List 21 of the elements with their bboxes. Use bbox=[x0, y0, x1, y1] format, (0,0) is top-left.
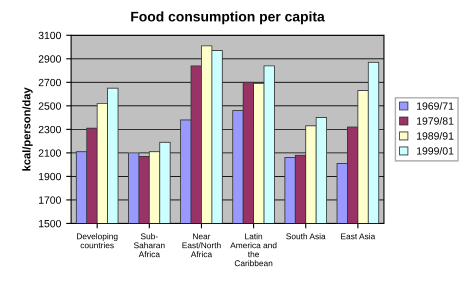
legend-label: 1989/91 bbox=[417, 132, 454, 140]
x-tick-label: Latin America and the Caribbean bbox=[230, 233, 276, 266]
legend-label: 1969/71 bbox=[417, 102, 454, 110]
y-tick-label: 2500 bbox=[38, 102, 61, 110]
x-tick-label: South Asia bbox=[286, 233, 326, 240]
legend-label: 1999/01 bbox=[417, 146, 454, 155]
legend-label: 1979/81 bbox=[417, 117, 454, 125]
x-tick-label: Sub- Saharan Africa bbox=[134, 233, 165, 258]
x-tick-label: East Asia bbox=[341, 233, 376, 240]
y-tick-label: 2300 bbox=[38, 126, 61, 134]
y-tick-label: 2900 bbox=[38, 55, 61, 63]
y-tick-label: 1900 bbox=[39, 172, 61, 180]
y-tick-label: 1700 bbox=[39, 196, 61, 204]
x-tick-label: Developing countries bbox=[77, 233, 118, 248]
y-axis-title: kcal/person/day bbox=[22, 87, 33, 171]
y-tick-label: 2100 bbox=[38, 149, 61, 157]
x-tick-label: Near East/North Africa bbox=[182, 233, 221, 258]
chart-title: Food consumption per capita bbox=[131, 11, 325, 24]
y-tick-label: 2700 bbox=[38, 78, 61, 86]
y-tick-label: 1500 bbox=[39, 220, 61, 228]
y-tick-label: 3100 bbox=[38, 32, 61, 40]
